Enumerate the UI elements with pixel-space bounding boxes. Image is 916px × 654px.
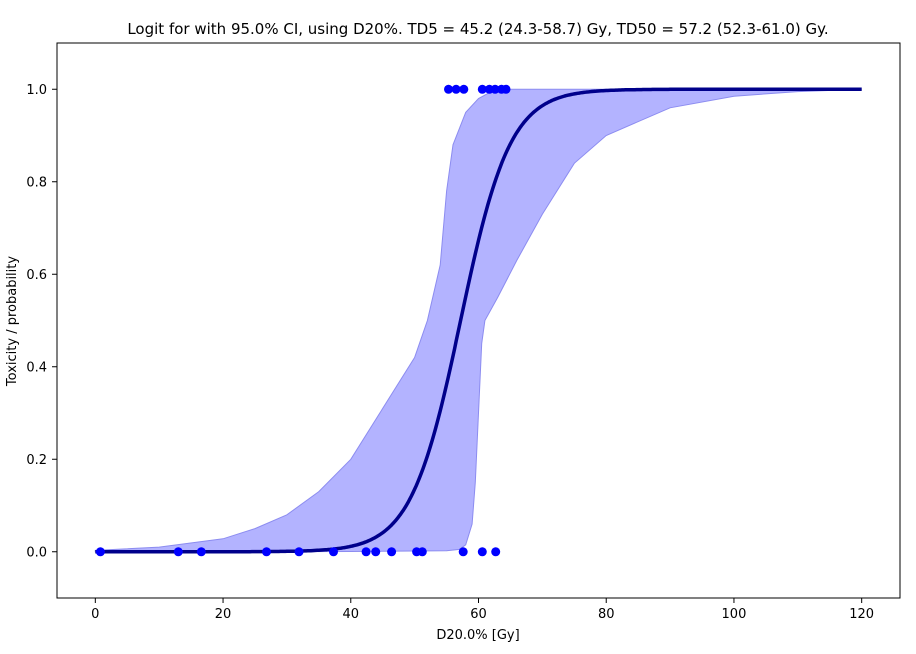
data-point — [444, 84, 453, 94]
data-point — [491, 547, 501, 557]
fit-curve — [95, 87, 862, 554]
y-tick-label: 1.0 — [26, 83, 47, 98]
data-point — [458, 547, 468, 557]
data-point — [329, 547, 338, 557]
y-tick-label: 0.6 — [26, 268, 47, 283]
data-point — [417, 547, 427, 557]
y-axis-label: Toxicity / probability — [5, 256, 20, 387]
data-point — [490, 84, 500, 94]
x-tick-label: 0 — [91, 607, 99, 622]
chart-title: Logit for with 95.0% CI, using D20%. TD5… — [127, 20, 828, 38]
y-tick-label: 0.0 — [26, 545, 47, 560]
x-tick-label: 40 — [342, 607, 359, 622]
y-tick-label: 0.4 — [26, 360, 47, 375]
data-point — [387, 547, 397, 557]
x-tick-label: 20 — [215, 607, 232, 622]
data-point — [371, 547, 381, 557]
x-tick-label: 80 — [598, 607, 615, 622]
data-point — [196, 547, 206, 557]
data-point — [361, 547, 371, 557]
data-point — [294, 547, 304, 557]
plot-area: 0 20 40 60 80 100 120 0.0 0.2 0.4 0.6 0.8 1.0 — [26, 42, 901, 622]
data-point — [173, 547, 183, 557]
data-point — [451, 84, 461, 94]
data-point — [477, 547, 487, 557]
data-point — [262, 547, 271, 557]
data-point — [477, 84, 487, 94]
y-tick-label: 0.2 — [26, 453, 47, 468]
ci-band — [94, 88, 862, 553]
x-tick-label: 60 — [470, 607, 487, 622]
x-tick-label: 120 — [849, 607, 874, 622]
data-point — [95, 547, 105, 557]
x-axis-label: D20.0% [Gy] — [436, 628, 519, 643]
data-point — [459, 84, 469, 94]
data-point — [501, 84, 511, 94]
y-tick-label: 0.8 — [26, 175, 47, 190]
x-tick-label: 100 — [722, 607, 747, 622]
